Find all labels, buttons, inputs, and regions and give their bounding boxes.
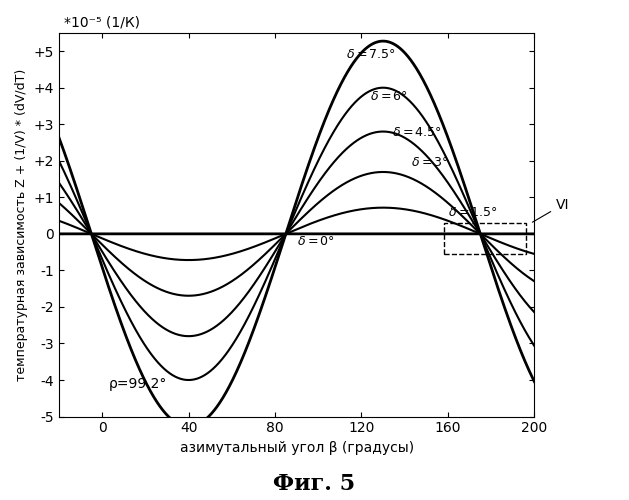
Text: Фиг. 5: Фиг. 5 — [274, 473, 355, 495]
Text: $\delta=1.5°$: $\delta=1.5°$ — [448, 206, 498, 219]
Text: *10⁻⁵ (1/К): *10⁻⁵ (1/К) — [64, 15, 140, 29]
Text: $\delta=0°$: $\delta=0°$ — [297, 236, 335, 248]
Bar — [443, 223, 526, 254]
Text: ρ=99.2°: ρ=99.2° — [109, 376, 167, 390]
Text: $\delta=3°$: $\delta=3°$ — [411, 156, 449, 169]
Text: $\delta=6°$: $\delta=6°$ — [370, 90, 408, 104]
Text: $\delta=4.5°$: $\delta=4.5°$ — [392, 126, 442, 139]
Y-axis label: температурная зависимость Z + (1/V) * (dV/dT): температурная зависимость Z + (1/V) * (d… — [15, 68, 28, 381]
Text: $\delta=7.5°$: $\delta=7.5°$ — [347, 48, 396, 62]
X-axis label: азимутальный угол β (градусы): азимутальный угол β (градусы) — [179, 441, 414, 455]
Text: VI: VI — [532, 198, 569, 222]
